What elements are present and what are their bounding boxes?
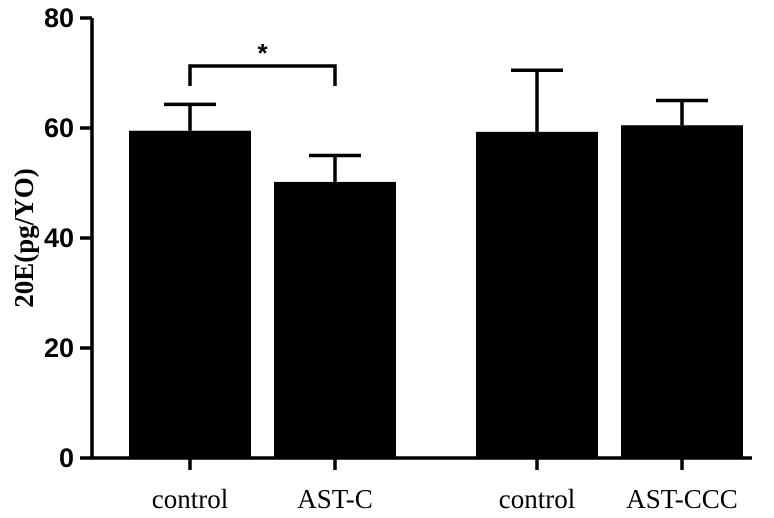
- significance-annotations: *: [188, 38, 337, 86]
- y-axis: 0 20 40 60 80: [44, 3, 94, 473]
- significance-label: *: [257, 38, 268, 68]
- y-tick-label: 20: [44, 333, 74, 363]
- bar: [476, 131, 598, 458]
- y-tick-label: 40: [44, 223, 74, 253]
- bars: [129, 125, 743, 458]
- x-category-label: control: [499, 484, 575, 514]
- error-bars: [164, 68, 708, 182]
- x-category-label: AST-C: [297, 484, 373, 514]
- x-axis: control AST-C control AST-CCC: [92, 456, 752, 514]
- y-tick-label: 60: [44, 113, 74, 143]
- x-category-label: AST-CCC: [626, 484, 738, 514]
- bar: [274, 181, 396, 458]
- y-axis-title: 20E(pg/YO): [9, 168, 39, 308]
- significance-bracket: [188, 64, 337, 86]
- x-category-label: control: [152, 484, 228, 514]
- y-tick-label: 0: [59, 443, 74, 473]
- bar: [129, 130, 251, 458]
- bar: [621, 125, 743, 458]
- y-tick-label: 80: [44, 3, 74, 33]
